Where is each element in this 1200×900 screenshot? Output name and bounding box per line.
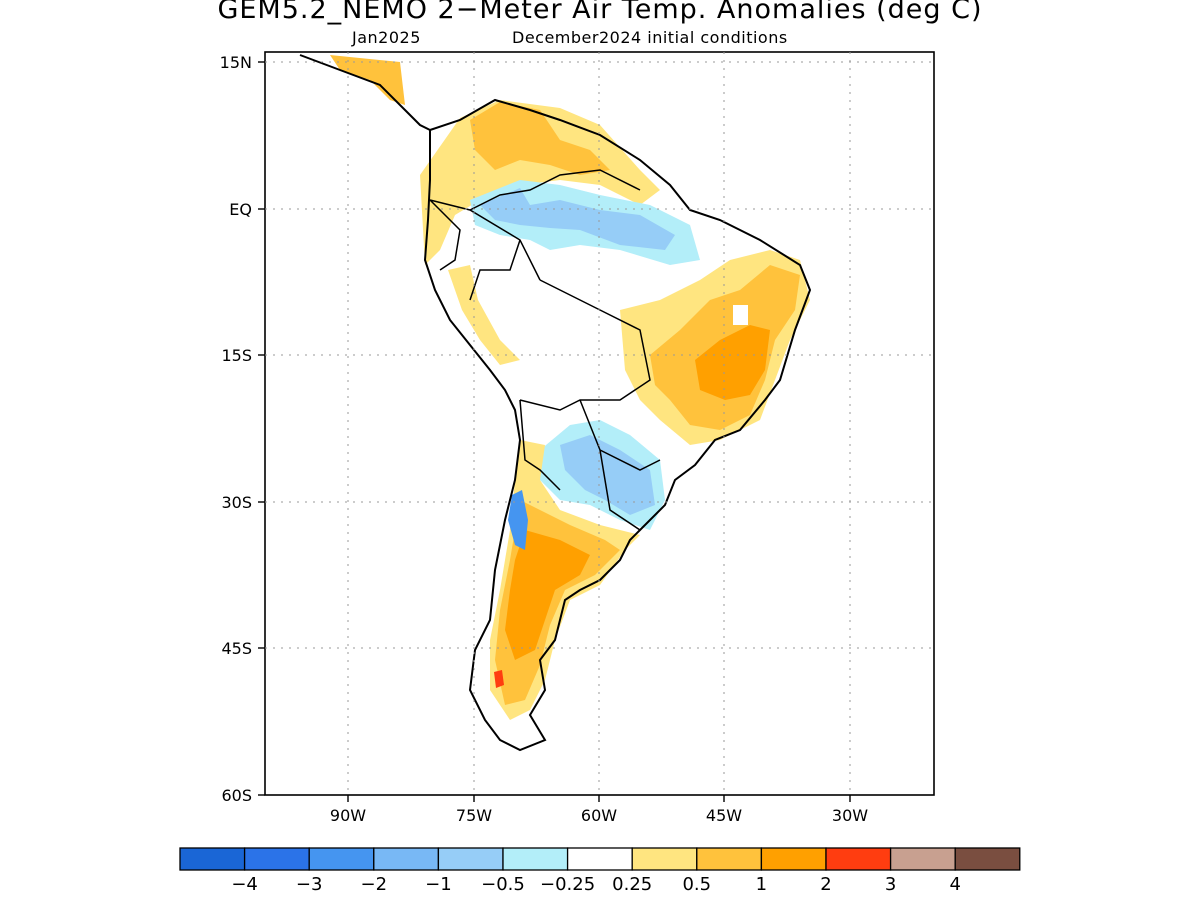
colorbar-label: 0.25	[612, 874, 652, 895]
lon-label: 90W	[330, 806, 366, 825]
colorbar-swatch	[760, 847, 827, 871]
colorbar-swatch	[243, 847, 310, 871]
colorbar-swatch	[502, 847, 569, 871]
anomaly-cool-amazon-core	[480, 188, 675, 250]
missing-data-cell	[733, 305, 748, 325]
anomaly-strong-brazil	[695, 325, 770, 400]
map-title: GEM5.2_NEMO 2−Meter Air Temp. Anomalies …	[217, 0, 983, 25]
lon-label: 45W	[706, 806, 742, 825]
lat-label: 15S	[221, 346, 252, 365]
colorbar-swatch	[308, 847, 375, 871]
colorbar-swatch	[889, 847, 956, 871]
south-america-coastline	[423, 98, 812, 752]
anomaly-moderate-north	[470, 102, 610, 175]
colorbar-swatch	[631, 847, 698, 871]
colorbar-swatch	[373, 847, 440, 871]
colorbar-label: 4	[949, 874, 960, 895]
anomaly-warm-peru-coast	[448, 265, 520, 365]
lat-label: 45S	[221, 639, 252, 658]
colorbar-swatch	[566, 847, 633, 871]
colorbar-swatch	[825, 847, 892, 871]
colorbar-swatch	[437, 847, 504, 871]
lat-label: 15N	[220, 53, 252, 72]
colorbar-label: −3	[296, 874, 323, 895]
longitude-labels: 90W 75W 60W 45W 30W	[330, 806, 868, 825]
anomaly-strong-argentina	[505, 530, 590, 660]
lat-label: 60S	[221, 786, 252, 805]
anomaly-hot-patagonia	[494, 670, 504, 688]
colorbar-label: 3	[885, 874, 896, 895]
colorbar-label: −2	[361, 874, 388, 895]
lon-label: 30W	[832, 806, 868, 825]
central-america-coastline	[299, 54, 431, 131]
colorbar-label: −0.25	[540, 874, 595, 895]
latitude-labels: 15N EQ 15S 30S 45S 60S	[220, 53, 252, 805]
initial-conditions-label: December2024 initial conditions	[512, 28, 788, 47]
country-borders	[429, 169, 661, 531]
continent-outlines	[299, 54, 812, 752]
anomaly-field	[330, 55, 810, 720]
forecast-month: Jan2025	[352, 28, 421, 47]
colorbar-label: −4	[231, 874, 258, 895]
colorbar-swatch	[696, 847, 763, 871]
colorbar-label: 0.5	[682, 874, 711, 895]
colorbar-label: 1	[756, 874, 767, 895]
axis-ticks	[258, 61, 851, 802]
colorbar: −4 −3 −2 −1 −0.5 −0.25 0.25 0.5 1 2 3 4	[179, 847, 1021, 895]
lon-label: 75W	[456, 806, 492, 825]
anomaly-cool-chaco-core	[560, 435, 655, 515]
colorbar-swatch	[954, 847, 1021, 871]
lon-label: 60W	[581, 806, 617, 825]
lat-label: 30S	[221, 493, 252, 512]
colorbar-label: −0.5	[481, 874, 525, 895]
anomaly-cool-andes	[508, 490, 528, 550]
colorbar-swatch	[179, 847, 246, 871]
lat-label: EQ	[229, 200, 252, 219]
colorbar-label: −1	[425, 874, 452, 895]
colorbar-label: 2	[820, 874, 831, 895]
